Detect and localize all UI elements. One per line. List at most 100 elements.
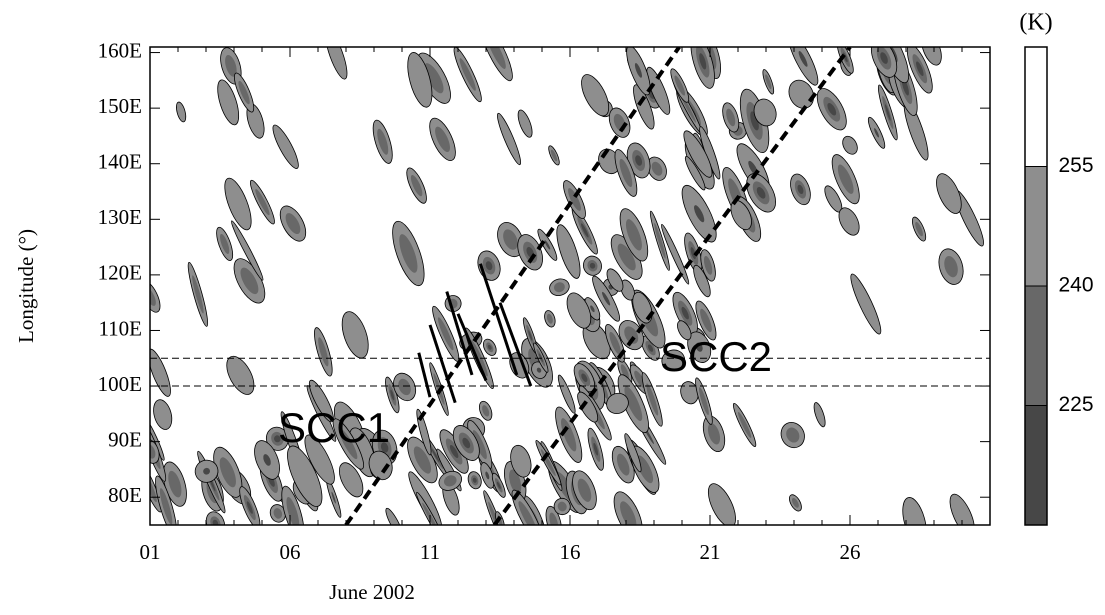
x-tick-label: 01 xyxy=(140,540,161,564)
y-tick-label: 150E xyxy=(98,94,142,118)
contour-blob xyxy=(693,264,711,298)
contour-blob xyxy=(753,98,777,127)
contour-blob xyxy=(488,501,502,525)
contour-blob xyxy=(220,233,230,254)
x-tick-label: 06 xyxy=(280,540,301,564)
contour-blob xyxy=(654,222,666,259)
contour-blob xyxy=(390,389,395,401)
contour-blob xyxy=(255,189,270,216)
contour-blob xyxy=(410,174,423,197)
contour-blob xyxy=(274,435,281,443)
contour-blob xyxy=(553,282,565,293)
contour-blob xyxy=(510,444,532,478)
contour-blob xyxy=(949,493,975,525)
contour-blob xyxy=(422,502,439,525)
contour-blob xyxy=(606,268,624,292)
y-tick-label: 90E xyxy=(108,427,142,451)
contour-blob xyxy=(850,273,882,335)
contour-blob xyxy=(325,47,348,80)
contour-blob xyxy=(556,224,581,279)
contour-blob xyxy=(606,392,629,414)
contour-blob xyxy=(635,155,643,166)
contour-blob xyxy=(750,111,759,131)
contour-blob xyxy=(159,488,173,525)
contour-blob xyxy=(646,66,671,115)
contour-blob xyxy=(482,405,490,417)
colorbar-tick-label: 225 xyxy=(1058,393,1093,416)
x-tick-label: 16 xyxy=(560,540,581,564)
phase-line xyxy=(417,352,432,398)
contour-blob xyxy=(431,449,440,463)
contour-blob xyxy=(737,412,752,438)
annotation: SCC2 xyxy=(660,333,772,380)
contour-blob xyxy=(661,349,685,372)
contour-blob xyxy=(226,355,255,395)
contour-blob xyxy=(602,291,611,306)
contour-blob xyxy=(703,255,713,275)
contour-blob xyxy=(842,135,858,155)
contour-blob xyxy=(756,187,766,199)
contour-blob xyxy=(424,63,444,94)
phase-line xyxy=(445,291,474,376)
contour-blob xyxy=(518,501,537,525)
contour-blob xyxy=(788,79,815,109)
contour-blob xyxy=(437,317,454,351)
contour-blob xyxy=(791,498,799,508)
contour-blob xyxy=(238,80,250,105)
propagation-line xyxy=(344,47,681,525)
contour-blob xyxy=(413,446,432,474)
contour-blob xyxy=(561,418,577,452)
contour-blob xyxy=(435,126,450,153)
contour-blob xyxy=(646,383,659,416)
contour-blob xyxy=(624,433,642,473)
contour-blob xyxy=(331,491,336,504)
contour-blob xyxy=(487,344,492,350)
contour-blob xyxy=(462,437,471,449)
contour-blob xyxy=(677,320,692,341)
colorbar-tick-label: 255 xyxy=(1058,154,1093,177)
contour-blob xyxy=(880,52,888,64)
contour-blob xyxy=(339,462,364,498)
contour-blob xyxy=(620,501,637,525)
contour-blob xyxy=(203,467,210,475)
contour-blob xyxy=(286,496,300,525)
contour-blob xyxy=(619,158,633,188)
contour-blob xyxy=(581,373,588,382)
contour-blob xyxy=(625,219,642,251)
contour-blob xyxy=(674,75,686,96)
contour-blob xyxy=(838,207,860,236)
contour-blob xyxy=(694,205,705,223)
x-tick-label: 11 xyxy=(420,540,440,564)
contour-blob xyxy=(916,61,924,77)
contour-blob xyxy=(798,51,808,67)
contour-blob xyxy=(263,454,271,466)
contour-blob xyxy=(915,221,923,237)
x-axis-label: June 2002 xyxy=(329,580,415,604)
contour-blob xyxy=(443,475,457,487)
y-axis-label: Longitude (°) xyxy=(14,229,38,343)
contour-blob xyxy=(580,223,589,238)
contour-blob xyxy=(577,478,592,502)
contour-blob xyxy=(632,291,653,324)
contour-blob xyxy=(797,184,804,194)
contour-blob xyxy=(617,243,636,271)
colorbar-segment xyxy=(1025,405,1047,525)
contour-blob xyxy=(634,63,642,78)
contour-blob xyxy=(681,306,689,320)
colorbar-segment xyxy=(1025,286,1047,406)
contour-blob xyxy=(593,442,599,456)
contour-blob xyxy=(304,434,335,485)
colorbar-segment xyxy=(1025,166,1047,286)
contour-blob xyxy=(368,450,393,481)
contour-blob xyxy=(690,247,696,260)
phase-line xyxy=(498,302,533,387)
contour-blob xyxy=(287,445,323,507)
contour-blob xyxy=(503,229,518,250)
contour-blob xyxy=(224,177,252,231)
contour-blob xyxy=(647,344,654,352)
y-tick-label: 130E xyxy=(98,205,142,229)
contour-blob xyxy=(407,52,433,108)
contour-blob xyxy=(837,164,854,194)
contour-blob xyxy=(459,58,476,91)
